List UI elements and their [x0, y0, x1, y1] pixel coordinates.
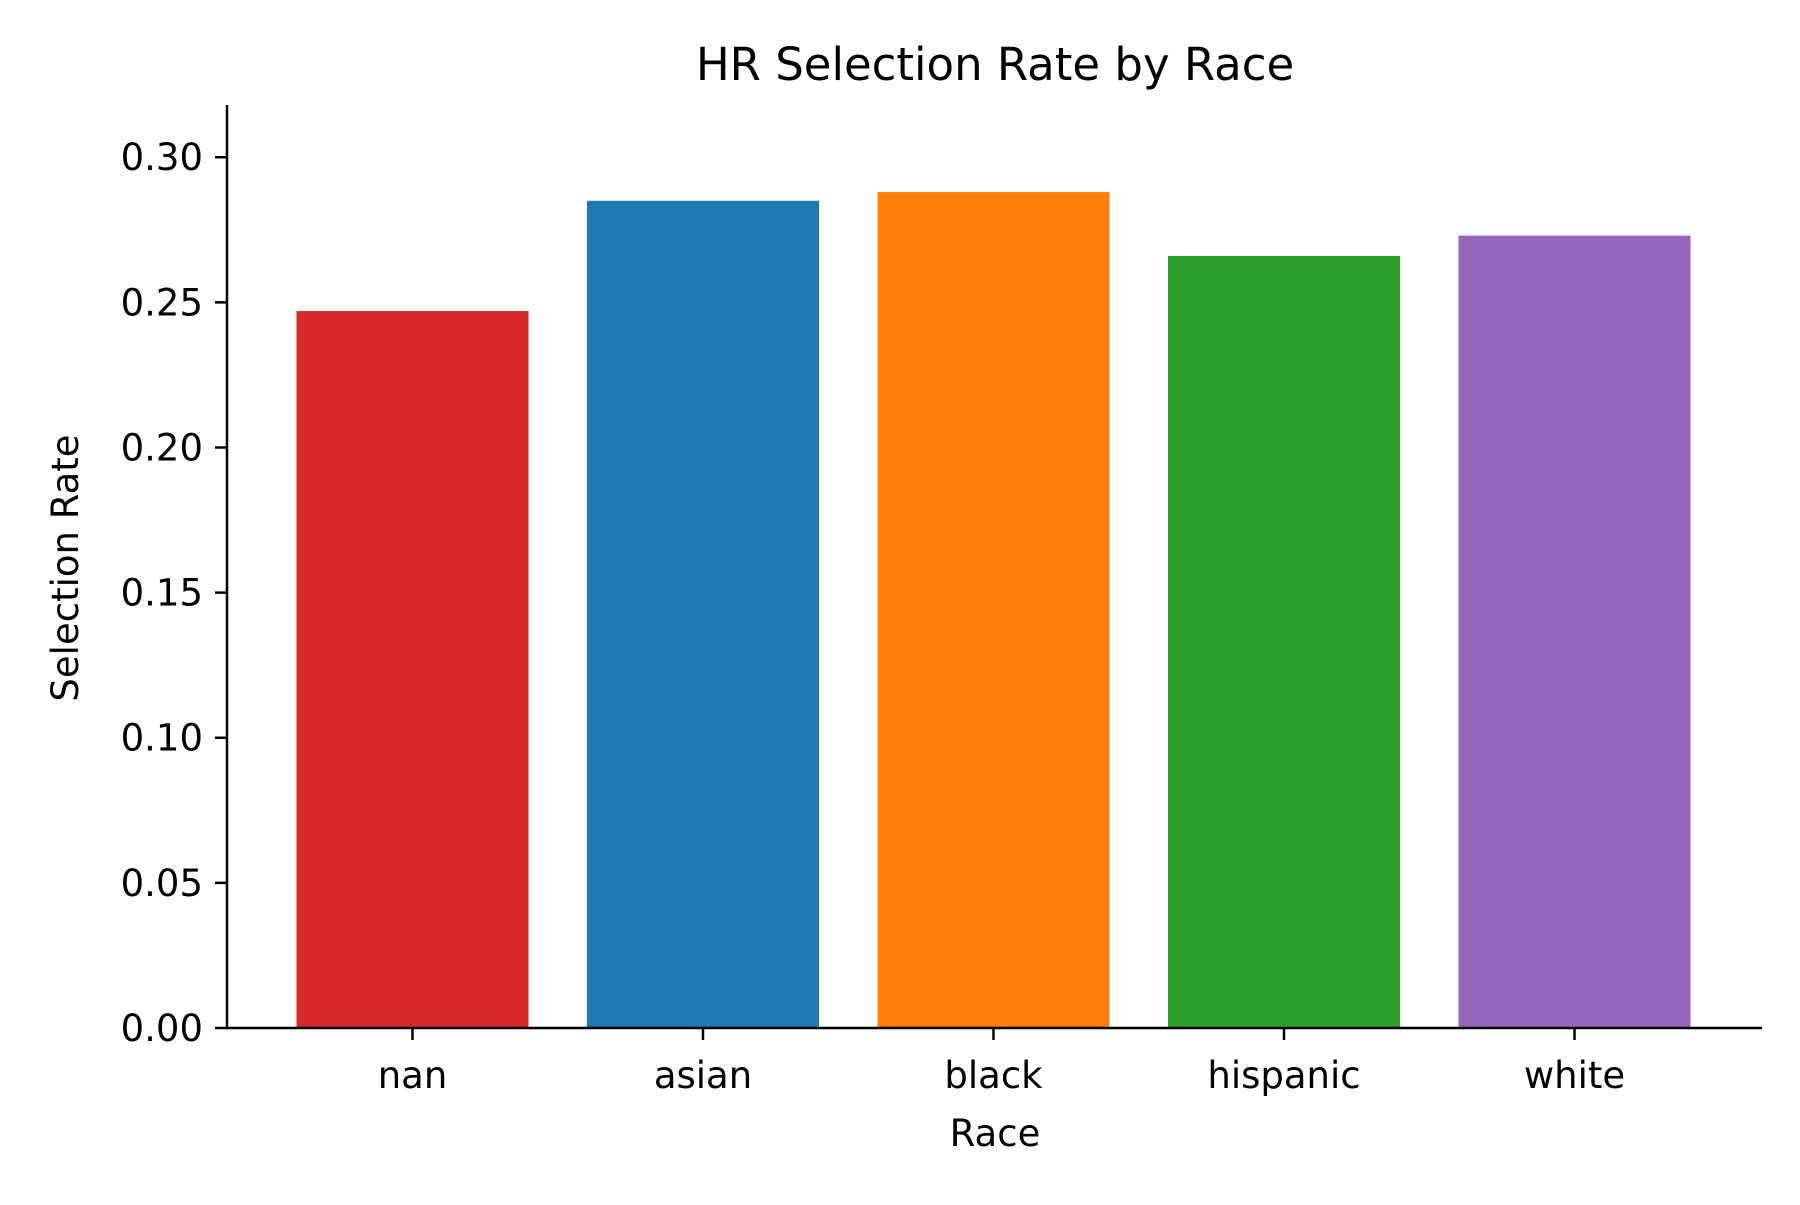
- bar-white: [1458, 235, 1691, 1028]
- x-axis-label: Race: [950, 1112, 1041, 1155]
- chart-title: HR Selection Rate by Race: [696, 38, 1294, 91]
- bar-asian: [587, 200, 819, 1028]
- bar-hispanic: [1168, 255, 1400, 1029]
- y-tick-label: 0.20: [121, 426, 203, 469]
- x-axis: nan asian black hispanic white: [225, 1026, 1762, 1097]
- y-tick-label: 0.05: [121, 862, 203, 905]
- y-tick-label: 0.10: [121, 717, 203, 760]
- y-tick-label: 0.30: [121, 136, 203, 179]
- y-axis: 0.00 0.05 0.10 0.15 0.20 0.25 0.30: [121, 105, 229, 1050]
- y-axis-label: Selection Rate: [44, 434, 87, 701]
- x-tick-label: hispanic: [1207, 1054, 1360, 1097]
- bar-nan: [296, 311, 529, 1028]
- x-tick-label: black: [944, 1054, 1043, 1097]
- bar-black: [877, 192, 1110, 1029]
- y-tick-label: 0.00: [121, 1007, 203, 1050]
- x-tick-label: asian: [654, 1054, 752, 1097]
- x-tick-label: white: [1524, 1054, 1625, 1097]
- y-tick-label: 0.15: [121, 572, 203, 615]
- x-tick-label: nan: [378, 1054, 448, 1097]
- bars-group: [296, 192, 1691, 1029]
- y-tick-label: 0.25: [121, 281, 203, 324]
